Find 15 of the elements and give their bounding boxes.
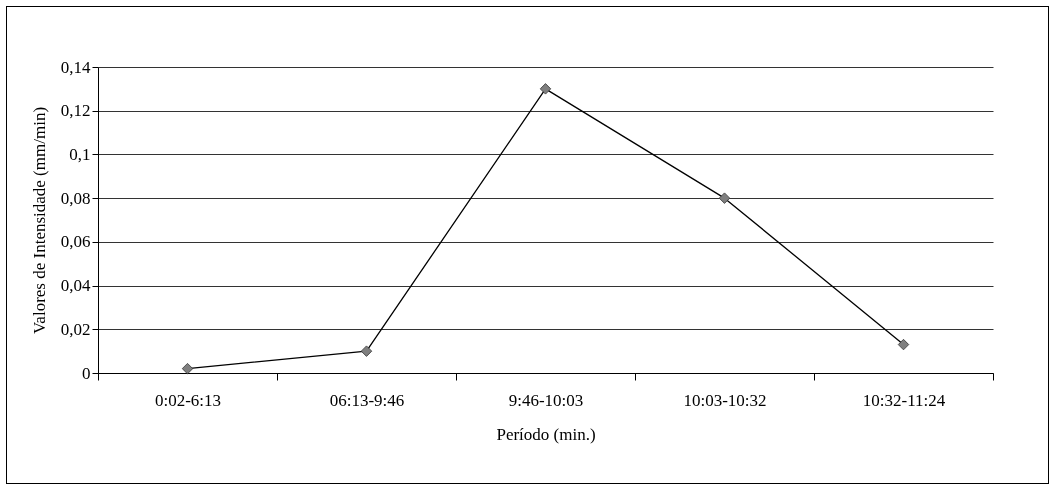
y-tick-label: 0,12 (60, 101, 91, 121)
y-axis-title: Valores de Intensidade (mm/min) (29, 106, 49, 335)
x-tick-label: 9:46-10:03 (508, 390, 584, 410)
y-tick-label: 0,1 (69, 144, 91, 164)
y-tick-label: 0,08 (60, 188, 91, 208)
y-tick-label: 0,14 (60, 57, 91, 77)
x-tick-label: 10:32-11:24 (862, 390, 946, 410)
x-tick-label: 0:02-6:13 (154, 390, 222, 410)
y-tick-label: 0 (82, 363, 91, 383)
x-axis-title: Período (min.) (496, 424, 596, 444)
y-tick-label: 0,04 (60, 276, 91, 296)
y-tick-label: 0,06 (60, 232, 91, 252)
x-tick-label: 06:13-9:46 (329, 390, 405, 410)
x-tick-label: 10:03-10:32 (683, 390, 767, 410)
y-tick-label: 0,02 (60, 319, 91, 339)
